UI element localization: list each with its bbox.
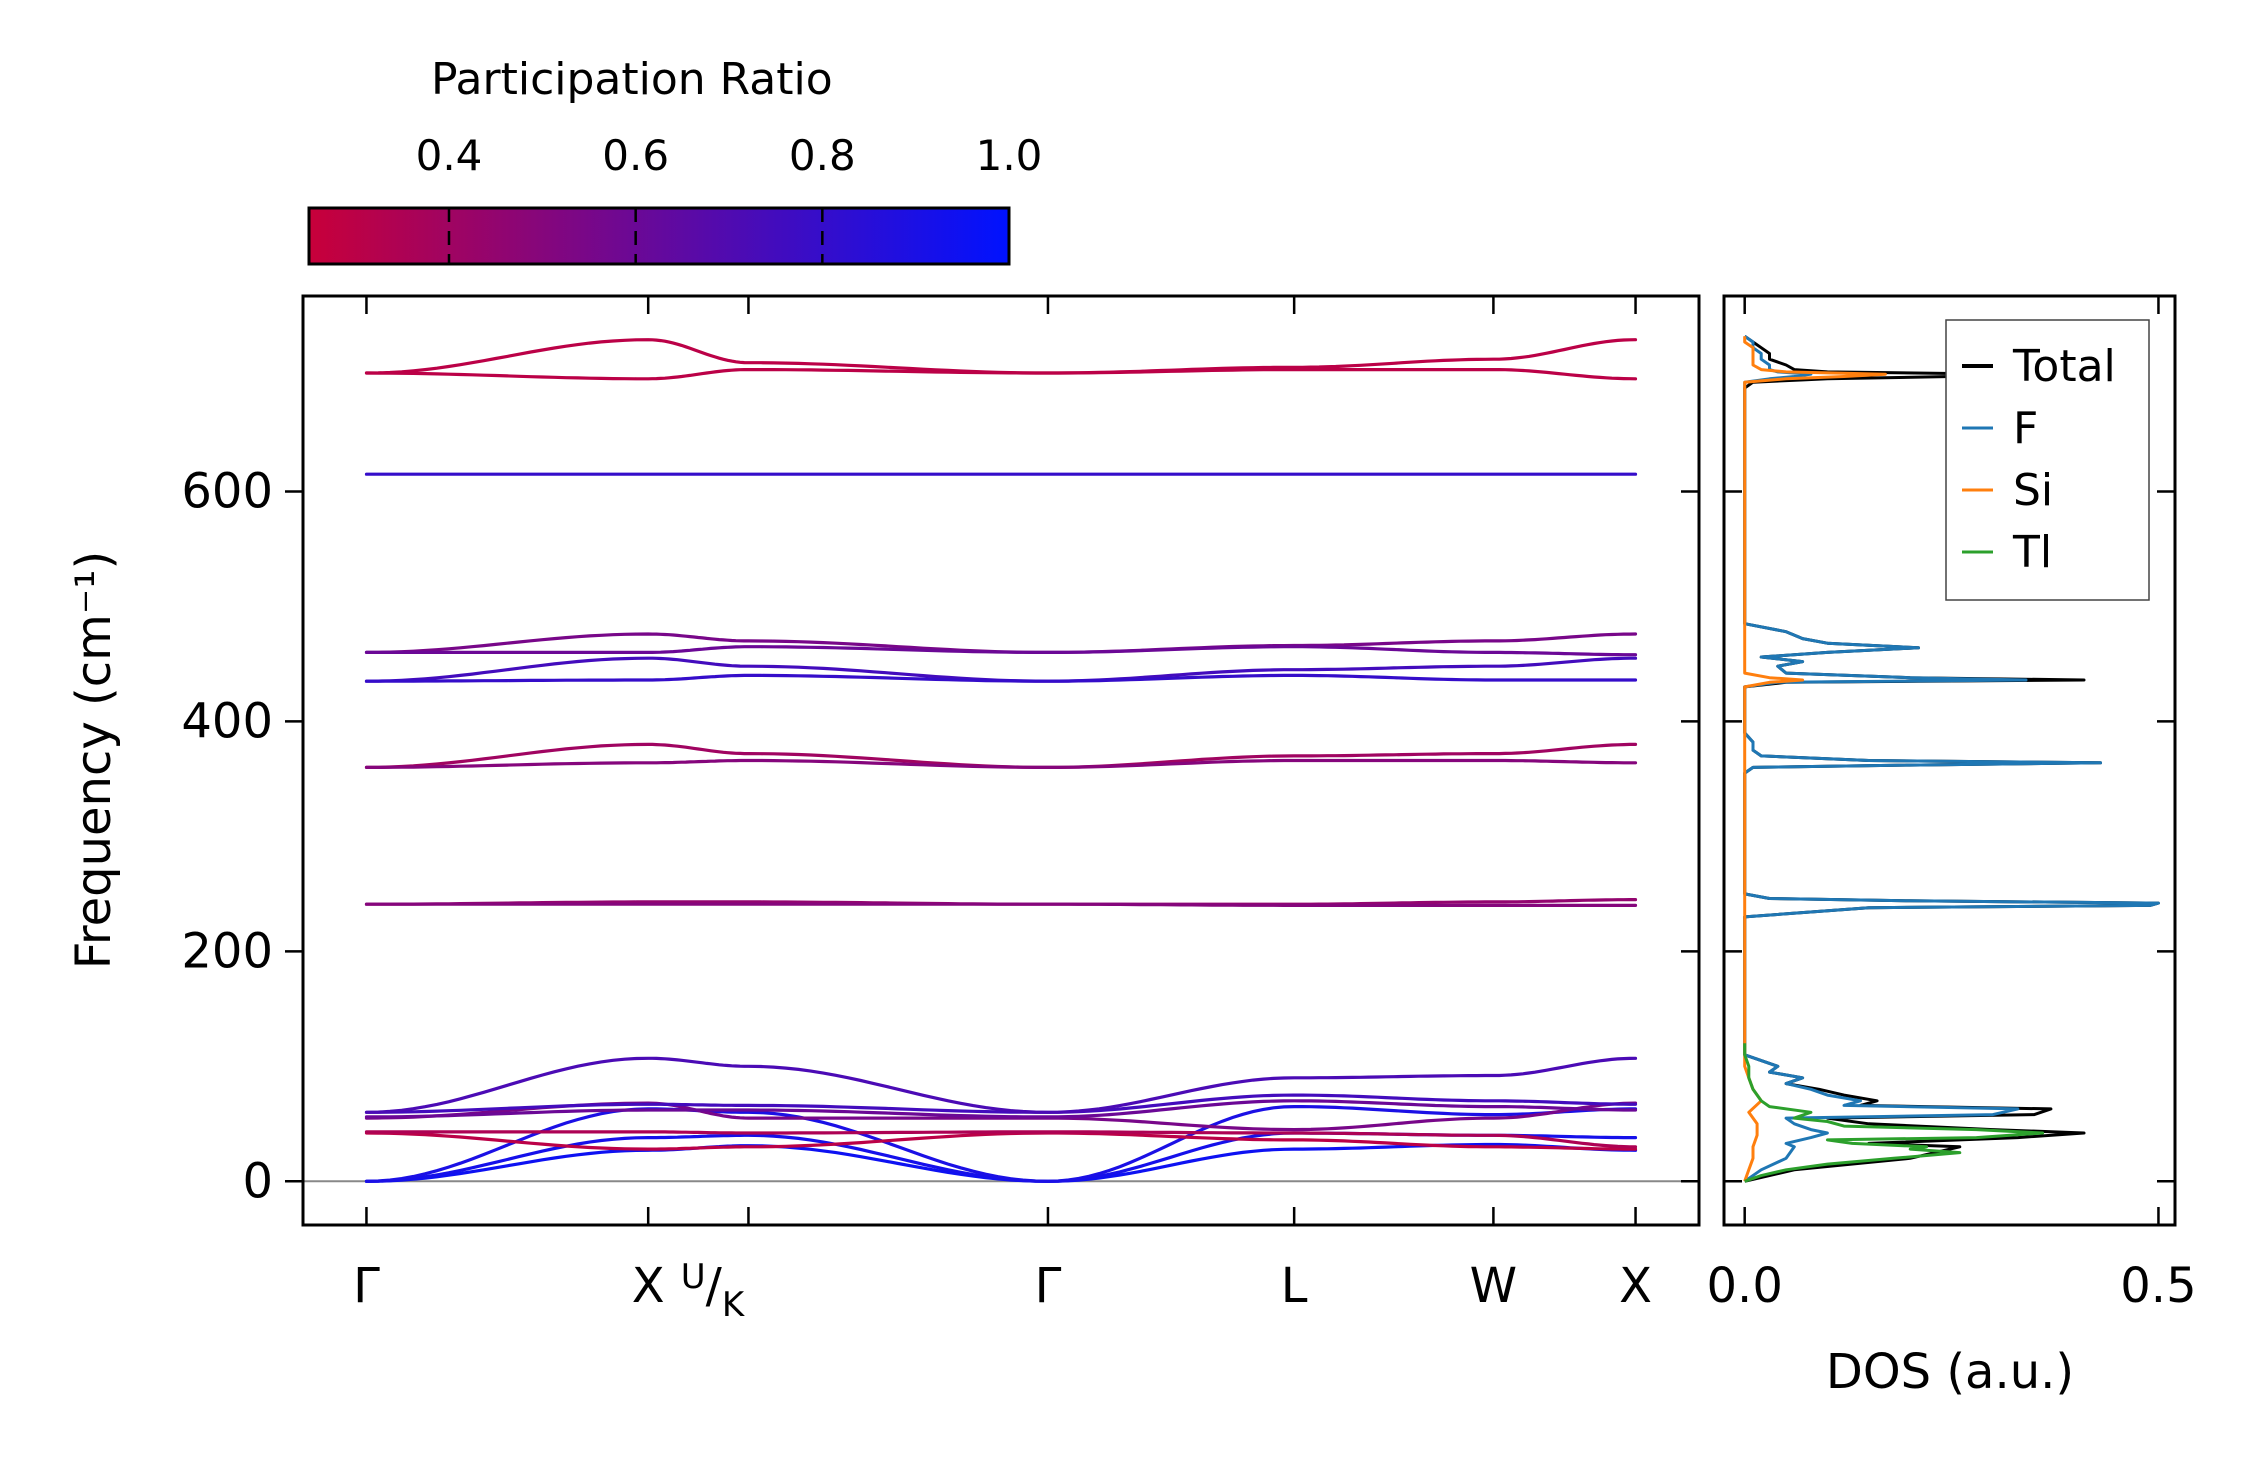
legend-label: Total (2012, 341, 2116, 392)
colorbar-tick-label: 1.0 (976, 131, 1043, 180)
band-low-4 (364, 1099, 1638, 1119)
dos-curve-tl (1743, 1043, 2045, 1183)
x-tick-label: W (1470, 1258, 1517, 1314)
dos-legend: Total F Si Tl (1945, 319, 2150, 601)
legend-label: F (2013, 403, 2038, 454)
x-tick-label: X (1619, 1258, 1652, 1314)
dos-x-tick-label: 0.5 (2120, 1258, 2196, 1314)
band-low-6 (364, 1056, 1638, 1114)
dos-axes-frame (1722, 294, 2177, 1227)
x-tick-label: Γ (353, 1258, 380, 1314)
colorbar-tick-label: 0.8 (789, 131, 856, 180)
legend-label: Tl (2012, 527, 2052, 578)
y-axis-label: Frequency (cm⁻¹) (66, 551, 122, 969)
band-band-240-b (364, 902, 1638, 907)
colorbar-gradient (307, 206, 1011, 266)
band-band-460-b (364, 645, 1638, 657)
dos-panel: 0.0 0.5 DOS (a.u.) Total F Si Tl (1707, 294, 2197, 1400)
dos-x-axis-label: DOS (a.u.) (1826, 1344, 2074, 1400)
y-tick-label: 400 (181, 693, 273, 749)
x-tick-label: X (632, 1258, 665, 1314)
dos-curve-si (1743, 336, 1887, 1182)
band-band-460-a (364, 632, 1638, 654)
x-tick-label: Γ (1035, 1258, 1062, 1314)
x-tick-label: U/K (681, 1257, 746, 1325)
band-structure-panel: 0 200 400 600 Γ X U/K Γ L W X Frequency (cm⁻¹) (66, 294, 1701, 1325)
band-axes-frame (301, 294, 1701, 1227)
y-tick-label: 0 (242, 1153, 273, 1209)
colorbar-tick-label: 0.4 (416, 131, 483, 180)
dos-x-tick-label: 0.0 (1707, 1258, 1783, 1314)
band-band-700-b (364, 368, 1638, 381)
colorbar-tick-label: 0.6 (602, 131, 669, 180)
y-tick-label: 600 (181, 463, 273, 519)
x-tick-label: L (1281, 1258, 1308, 1314)
legend-label: Si (2013, 465, 2053, 516)
y-tick-label: 200 (181, 923, 273, 979)
colorbar: Participation Ratio 0.4 0.6 0.8 1.0 (307, 54, 1043, 266)
band-band-360-b (364, 758, 1638, 769)
band-low-2 (364, 1130, 1638, 1149)
colorbar-label: Participation Ratio (431, 54, 833, 105)
band-band-435-b (364, 673, 1638, 683)
